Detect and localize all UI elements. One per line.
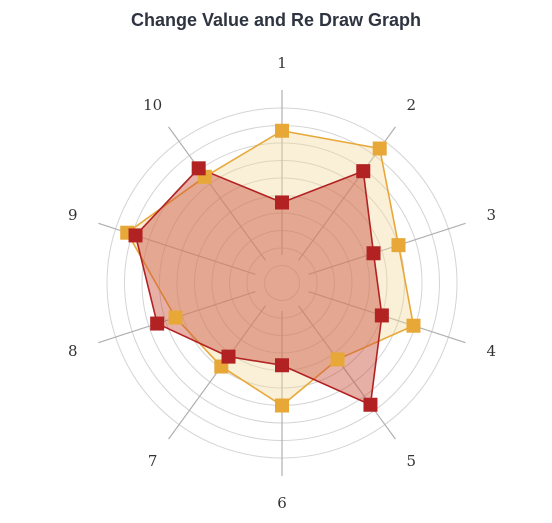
data-point[interactable] (191, 161, 206, 176)
data-point[interactable] (363, 397, 378, 412)
chart-title: Change Value and Re Draw Graph (130, 10, 422, 30)
axis-label: 2 (407, 96, 417, 114)
axis-spoke (168, 126, 267, 261)
axis-label: 6 (277, 494, 287, 512)
data-point[interactable] (275, 123, 289, 138)
axis-labels: 1 2 3 4 5 6 7 8 9 10 (68, 54, 496, 512)
axis-label: 7 (148, 452, 158, 470)
data-point[interactable] (374, 308, 389, 323)
axis-label: 1 (277, 54, 287, 72)
axis-label: 5 (407, 452, 417, 470)
data-point[interactable] (391, 238, 406, 253)
axis-spoke (308, 222, 466, 275)
data-point[interactable] (372, 141, 387, 156)
axis-label: 3 (486, 206, 496, 224)
data-point[interactable] (275, 358, 289, 373)
axis-label: 9 (68, 206, 78, 224)
data-point[interactable] (356, 164, 371, 179)
data-point[interactable] (330, 352, 345, 367)
series-points (120, 123, 421, 413)
grid-ring (264, 265, 300, 301)
axis-spoke (297, 305, 396, 440)
data-point[interactable] (275, 195, 289, 210)
data-point[interactable] (128, 228, 143, 243)
data-point[interactable] (366, 246, 381, 261)
data-point[interactable] (150, 316, 165, 331)
data-point[interactable] (168, 310, 183, 325)
axis-label: 10 (143, 96, 162, 114)
axis-label: 8 (68, 342, 78, 360)
data-point[interactable] (275, 398, 289, 413)
data-point[interactable] (221, 349, 236, 364)
series-areas (126, 129, 415, 407)
axis-label: 4 (486, 342, 496, 360)
data-point[interactable] (406, 318, 421, 333)
